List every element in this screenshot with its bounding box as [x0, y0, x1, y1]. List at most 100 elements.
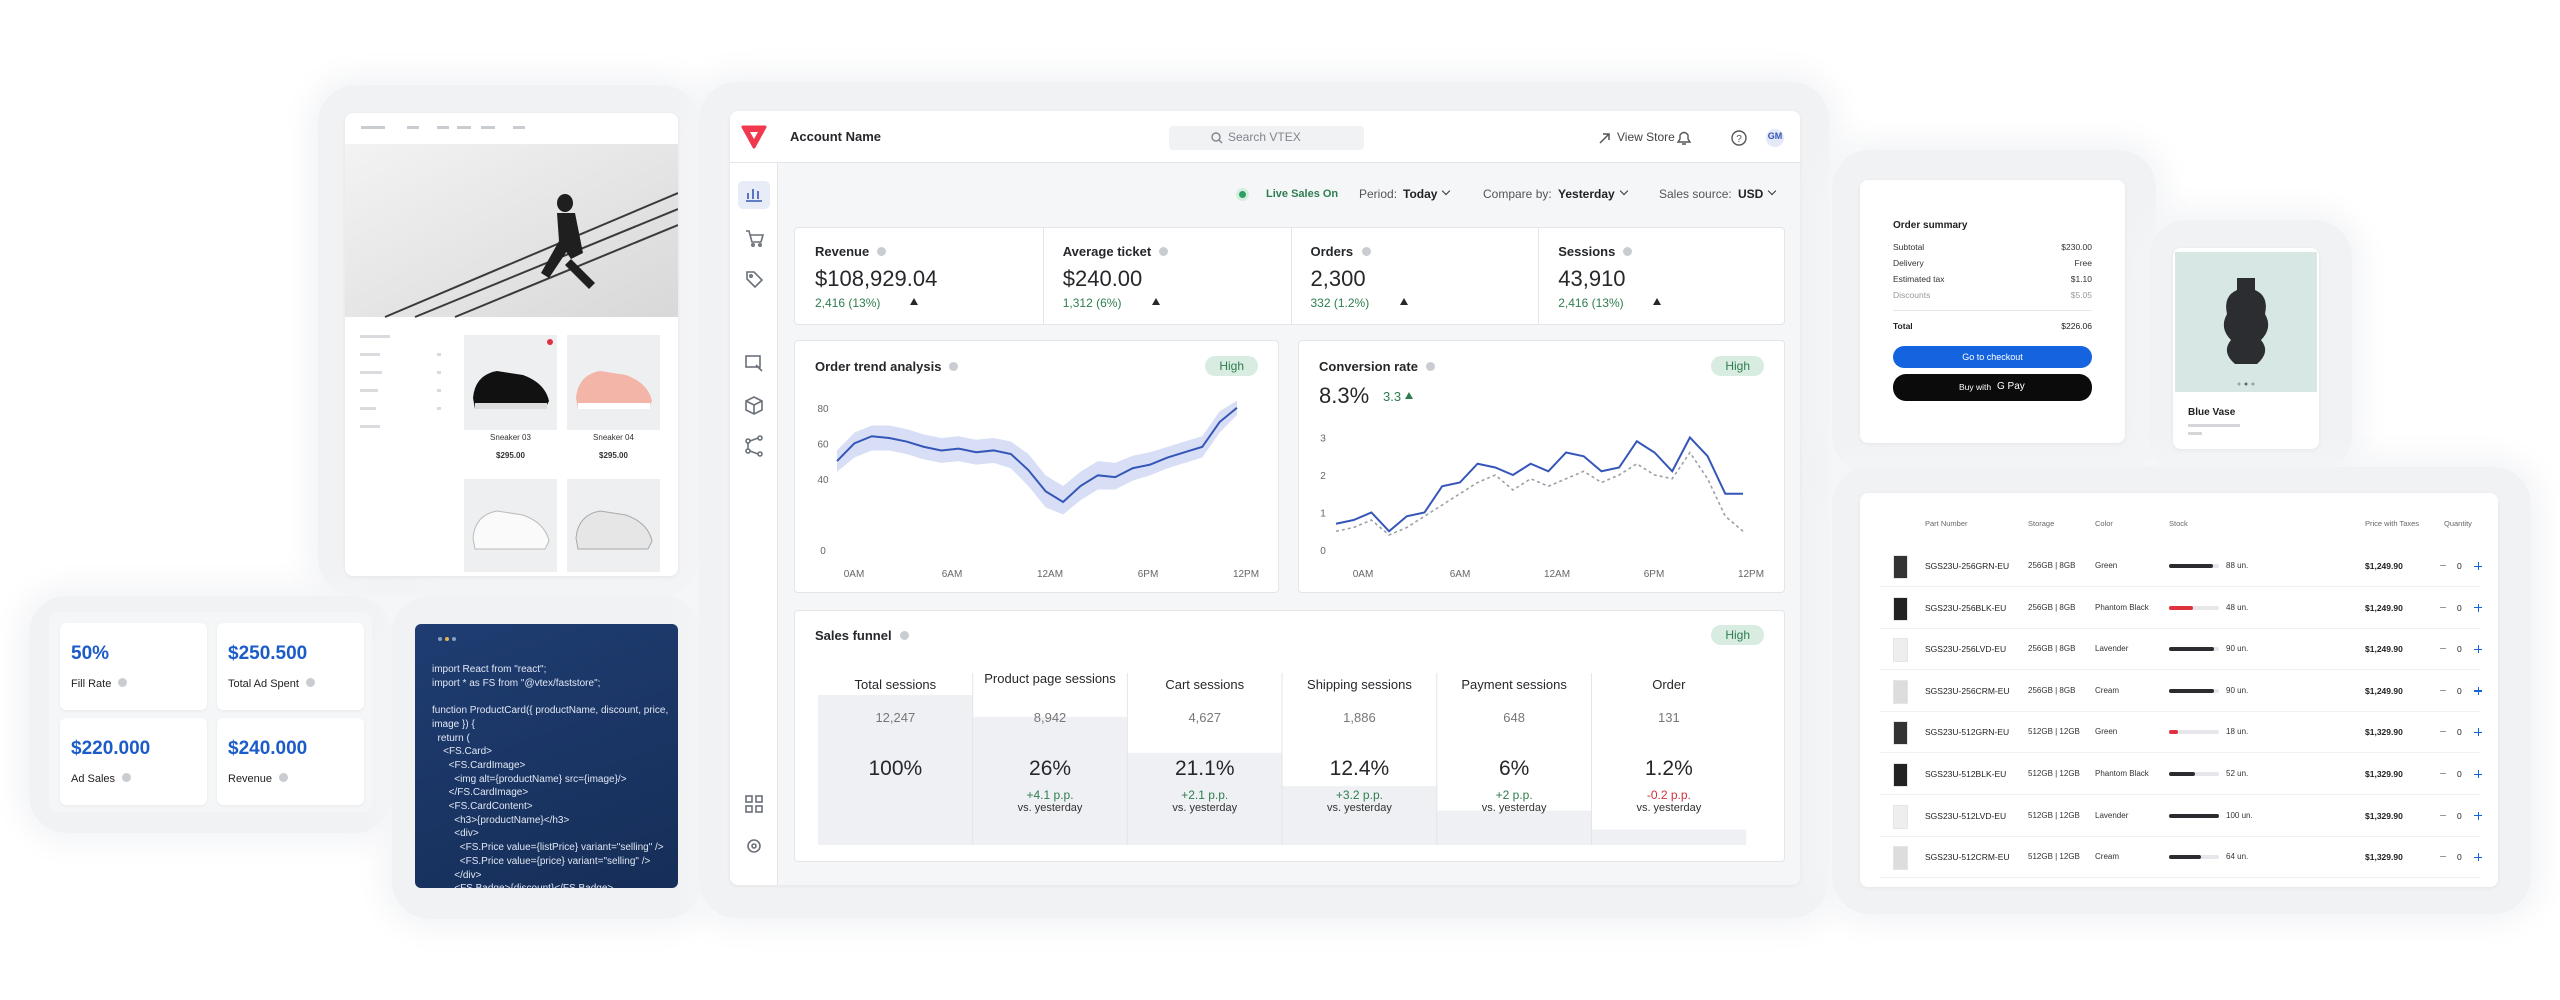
storefront-art	[345, 126, 678, 572]
plus-v	[2477, 645, 2479, 654]
product-name: Sneaker 03	[490, 433, 531, 442]
trend-line	[836, 407, 1238, 504]
filter-value: Yesterday	[1558, 187, 1615, 201]
code-line: image }) {	[432, 718, 475, 730]
search-box[interactable]	[1169, 126, 1364, 150]
funnel-bar	[1436, 810, 1592, 845]
stock-track	[2169, 730, 2219, 735]
code-line: <img alt={productName} src={image}/>	[432, 773, 627, 785]
y-tick-label: 0	[820, 546, 826, 557]
row-divider	[1880, 627, 2480, 629]
live-label: Live Sales On	[1266, 188, 1339, 200]
row-divider	[1880, 835, 2480, 837]
ad-stat-value: 50%	[71, 643, 110, 664]
decrement[interactable]	[2440, 856, 2446, 858]
code-line: <h3>{productName}</h3>	[432, 814, 570, 826]
kpi-arrow	[910, 298, 918, 305]
storage: 512GB | 12GB	[2028, 727, 2080, 737]
badge: High	[1205, 356, 1258, 376]
stock-track	[2169, 605, 2219, 610]
total-label: Total	[1893, 321, 1913, 331]
part-number: SGS23U-256GRN-EU	[1925, 561, 2010, 571]
thumbnail	[1893, 846, 1908, 871]
column-header: Storage	[2028, 519, 2055, 528]
x-tick-label: 6PM	[1644, 569, 1665, 580]
stock-bar	[2169, 855, 2201, 860]
x-tick-label: 12PM	[1233, 569, 1259, 580]
kpi-divider	[1290, 228, 1292, 324]
stock-label: 100 un.	[2226, 810, 2253, 820]
help-icon	[877, 247, 886, 256]
sidebar-border	[777, 163, 778, 885]
summary-value: $5.05	[2070, 290, 2092, 300]
decrement[interactable]	[2440, 648, 2446, 650]
summary-label: Discounts	[1893, 290, 1931, 300]
quantity: 0	[2457, 602, 2462, 613]
code-line: <FS.Price value={price} variant="selling…	[432, 855, 651, 867]
product-price: $295.00	[496, 451, 525, 460]
kpi-change: 2,416 (13%)	[815, 296, 881, 310]
increment[interactable]	[2474, 770, 2482, 778]
funnel-card: Sales funnel High Total sessions 12,247 100%…	[794, 610, 1785, 862]
summary-label: Estimated tax	[1893, 274, 1945, 284]
decrement[interactable]	[2440, 773, 2446, 774]
increment[interactable]	[2474, 686, 2482, 695]
code-line: <div>	[432, 828, 479, 840]
stage-compare: vs. yesterday	[1172, 802, 1238, 814]
stock-bar	[2169, 688, 2214, 693]
product-subtitle	[2188, 424, 2240, 427]
kpi-divider	[1538, 228, 1540, 324]
price: $1,249.90	[2365, 685, 2403, 696]
part-number: SGS23U-512BLK-EU	[1925, 769, 2007, 779]
part-number: SGS23U-256LVD-EU	[1925, 644, 2007, 655]
stock-bar	[2169, 564, 2213, 568]
price: $1,329.90	[2365, 852, 2403, 863]
chart-card: Conversion rate High 0 1 2 3 0AM 6AM 12AM 6PM 12PM…	[1298, 340, 1785, 593]
decrement[interactable]	[2440, 689, 2446, 691]
thumbnail	[1893, 763, 1908, 787]
funnel-title: Sales funnel	[815, 628, 892, 643]
increment[interactable]	[2474, 811, 2482, 820]
code-line: <FS.CardImage>	[432, 759, 526, 771]
stage-rate: 12.4%	[1329, 757, 1390, 780]
ad-stat-value: $250.500	[228, 643, 308, 664]
summary-value: $1.10	[2070, 274, 2092, 284]
help-icon	[118, 678, 127, 687]
part-number: SGS23U-256BLK-EU	[1925, 602, 2007, 613]
color: Cream	[2095, 685, 2120, 695]
decrement[interactable]	[2440, 814, 2446, 816]
search-placeholder: Search VTEX	[1228, 130, 1301, 144]
increment[interactable]	[2474, 853, 2482, 862]
stage-sessions: 131	[1657, 710, 1680, 725]
color: Cream	[2095, 852, 2120, 862]
part-number: SGS23U-512LVD-EU	[1925, 810, 2007, 821]
stage-rate: 6%	[1498, 757, 1530, 780]
thumbnail	[1893, 804, 1908, 829]
ad-stat-label: Total Ad Spent	[228, 678, 299, 690]
stage-name: Cart sessions	[1165, 677, 1245, 692]
ad-stat-value: $240.000	[228, 738, 308, 759]
checkout-button[interactable]: Go to checkout	[1893, 346, 2092, 368]
stage-sessions: 1,886	[1343, 710, 1376, 725]
funnel-bars	[818, 673, 1747, 845]
row-divider	[1880, 586, 2480, 587]
code-panel: import React from "react"; import * as FS…	[415, 624, 678, 888]
decrement[interactable]	[2440, 606, 2446, 608]
increment[interactable]	[2474, 728, 2482, 737]
decrement[interactable]	[2440, 565, 2446, 566]
stage-sessions: 4,627	[1188, 710, 1221, 725]
price: $1,329.90	[2365, 727, 2403, 738]
gpay-brand: G Pay	[1997, 381, 2025, 392]
stock-bar	[2169, 813, 2219, 818]
gpay-button[interactable]: Buy with G Pay	[1893, 374, 2092, 401]
increment[interactable]	[2474, 645, 2482, 654]
increment[interactable]	[2474, 562, 2482, 570]
total-value: $226.06	[2061, 321, 2092, 331]
change-arrow	[1405, 392, 1413, 399]
column-header: Part Number	[1925, 519, 1968, 528]
row-divider	[1880, 669, 2480, 671]
increment[interactable]	[2474, 603, 2482, 612]
help-icon	[1158, 247, 1168, 256]
column-header: Quantity	[2444, 519, 2472, 528]
decrement[interactable]	[2440, 731, 2446, 733]
